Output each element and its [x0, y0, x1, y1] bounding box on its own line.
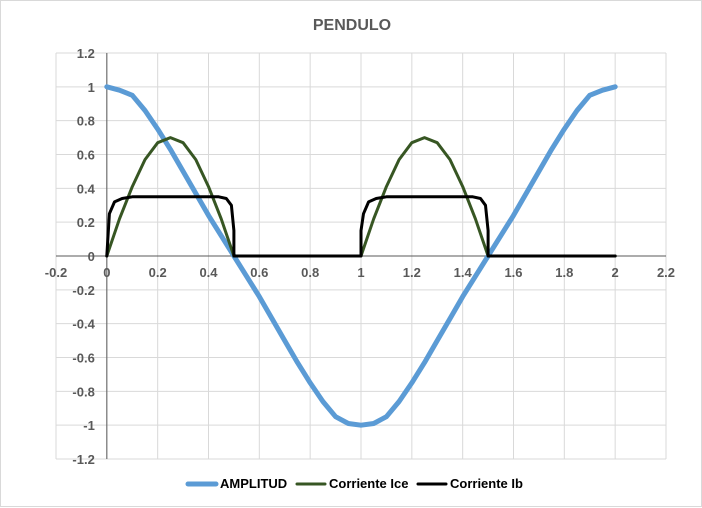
x-tick-label: 1.2 — [403, 265, 421, 280]
y-tick-label: -0.2 — [72, 283, 94, 298]
legend-label: AMPLITUD — [220, 476, 287, 491]
y-tick-label: 1 — [88, 80, 95, 95]
y-tick-label: -1 — [83, 418, 95, 433]
y-tick-label: 0.6 — [77, 148, 95, 163]
x-tick-label: 1.8 — [555, 265, 573, 280]
x-tick-label: 2.2 — [657, 265, 675, 280]
x-tick-label: 0 — [103, 265, 110, 280]
x-tick-label: 0.2 — [149, 265, 167, 280]
x-tick-label: 1.4 — [454, 265, 473, 280]
y-tick-label: 0.8 — [77, 114, 95, 129]
y-tick-label: -0.6 — [72, 351, 94, 366]
x-tick-label: 1.6 — [504, 265, 522, 280]
x-tick-label: -0.2 — [45, 265, 67, 280]
y-tick-label: -1.2 — [72, 452, 94, 467]
y-tick-label: 0.2 — [77, 215, 95, 230]
x-tick-label: 1 — [357, 265, 364, 280]
y-tick-label: 0.4 — [77, 181, 96, 196]
series-line-amplitud — [104, 84, 618, 428]
legend-label: Corriente Ib — [450, 476, 523, 491]
x-tick-label: 0.6 — [250, 265, 268, 280]
chart-title: PENDULO — [313, 17, 391, 34]
legend-label: Corriente Ice — [329, 476, 408, 491]
y-tick-label: 0 — [88, 249, 95, 264]
y-tick-label: -0.8 — [72, 384, 94, 399]
y-tick-label: -0.4 — [72, 317, 95, 332]
series-group — [104, 84, 618, 428]
x-tick-label: 2 — [612, 265, 619, 280]
x-tick-label: 0.8 — [301, 265, 319, 280]
y-tick-label: 1.2 — [77, 46, 95, 61]
series-line-corriente-ib — [105, 195, 617, 258]
x-tick-label: 0.4 — [199, 265, 218, 280]
tick-labels: -0.2 0 0.2 0.4 0.6 0.8 1 1.2 1.4 1.6 1.8 2 2.2 1.2 1 0.… — [45, 46, 675, 467]
legend: AMPLITUD Corriente Ice Corriente Ib — [185, 476, 523, 491]
